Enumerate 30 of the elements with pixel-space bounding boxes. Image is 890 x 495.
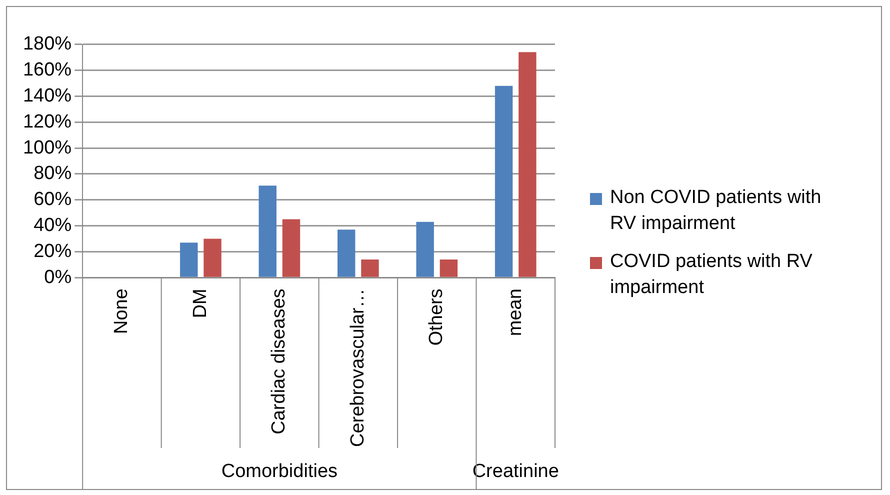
legend-label: COVID patients with RV impairment: [610, 250, 814, 300]
x-tick-label: DM: [190, 288, 211, 318]
bar: [518, 52, 536, 277]
x-tick-label: Cerebrovascular…: [347, 288, 368, 448]
text: Comorbidities: [221, 461, 338, 482]
x-tick-label: Others: [426, 288, 448, 346]
y-tick-label: 100%: [22, 137, 72, 158]
bar: [258, 186, 276, 277]
text: Creatinine: [472, 461, 559, 482]
y-tick-label: 140%: [22, 85, 72, 106]
bar: [416, 222, 434, 277]
bar: [361, 259, 379, 277]
y-tick-label: 0%: [44, 266, 72, 288]
y-tick-label: 160%: [22, 60, 72, 81]
y-tick-label: 60%: [34, 189, 72, 210]
legend-label: Non COVID patients with RV impairment: [610, 186, 822, 236]
y-tick-label: 180%: [22, 34, 72, 55]
bar: [282, 219, 300, 277]
x-tick-label: Cardiac diseases: [268, 288, 290, 434]
bar: [494, 86, 513, 277]
y-tick-label: 40%: [34, 215, 72, 236]
bar: [180, 242, 198, 277]
y-tick-label: 80%: [34, 163, 72, 184]
bar: [337, 230, 356, 277]
bar: [204, 238, 222, 277]
bar: [440, 259, 458, 277]
x-tick-label: mean: [504, 288, 526, 336]
x-tick-label: None: [111, 288, 132, 334]
y-tick-label: 20%: [34, 240, 72, 262]
y-tick-label: 120%: [22, 111, 72, 132]
